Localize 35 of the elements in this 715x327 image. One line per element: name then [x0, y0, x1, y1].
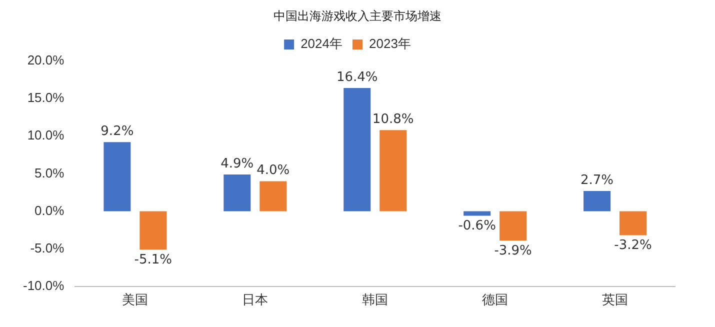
- bar: [140, 211, 167, 250]
- x-tick-label: 美国: [122, 292, 148, 307]
- bar: [500, 211, 527, 241]
- y-tick-label: 0.0%: [34, 202, 65, 218]
- data-label: -5.1%: [134, 252, 172, 268]
- bar: [584, 190, 611, 212]
- data-label: 16.4%: [336, 70, 378, 85]
- y-tick-label: -5.0%: [30, 240, 65, 256]
- bar: [104, 142, 131, 212]
- y-tick-label: 5.0%: [34, 165, 65, 180]
- data-label: 2.7%: [580, 172, 614, 188]
- y-tick-label: 15.0%: [27, 90, 65, 106]
- data-label: 9.2%: [100, 124, 134, 140]
- data-label: 4.0%: [256, 163, 290, 178]
- chart-title: 中国出海游戏收入主要市场增速: [272, 8, 442, 25]
- data-label: -3.2%: [614, 238, 652, 254]
- bar: [464, 211, 491, 216]
- bar: [344, 88, 371, 212]
- data-label: -0.6%: [458, 218, 496, 234]
- x-tick-label: 英国: [602, 292, 628, 307]
- y-tick-label: -10.0%: [22, 278, 65, 293]
- y-tick-label: 20.0%: [27, 52, 65, 68]
- data-label: 4.9%: [220, 156, 254, 172]
- x-tick-label: 德国: [482, 292, 508, 307]
- bar: [380, 130, 407, 212]
- x-tick-label: 日本: [242, 292, 268, 307]
- bar: [620, 211, 647, 236]
- legend-label: 2023年: [369, 36, 411, 52]
- bar: [224, 174, 251, 212]
- bar: [260, 181, 287, 212]
- y-tick-label: 10.0%: [27, 128, 65, 143]
- x-tick-label: 韩国: [362, 292, 388, 307]
- legend-label: 2024年: [300, 36, 342, 52]
- data-label: 10.8%: [372, 112, 414, 127]
- data-label: -3.9%: [494, 243, 532, 258]
